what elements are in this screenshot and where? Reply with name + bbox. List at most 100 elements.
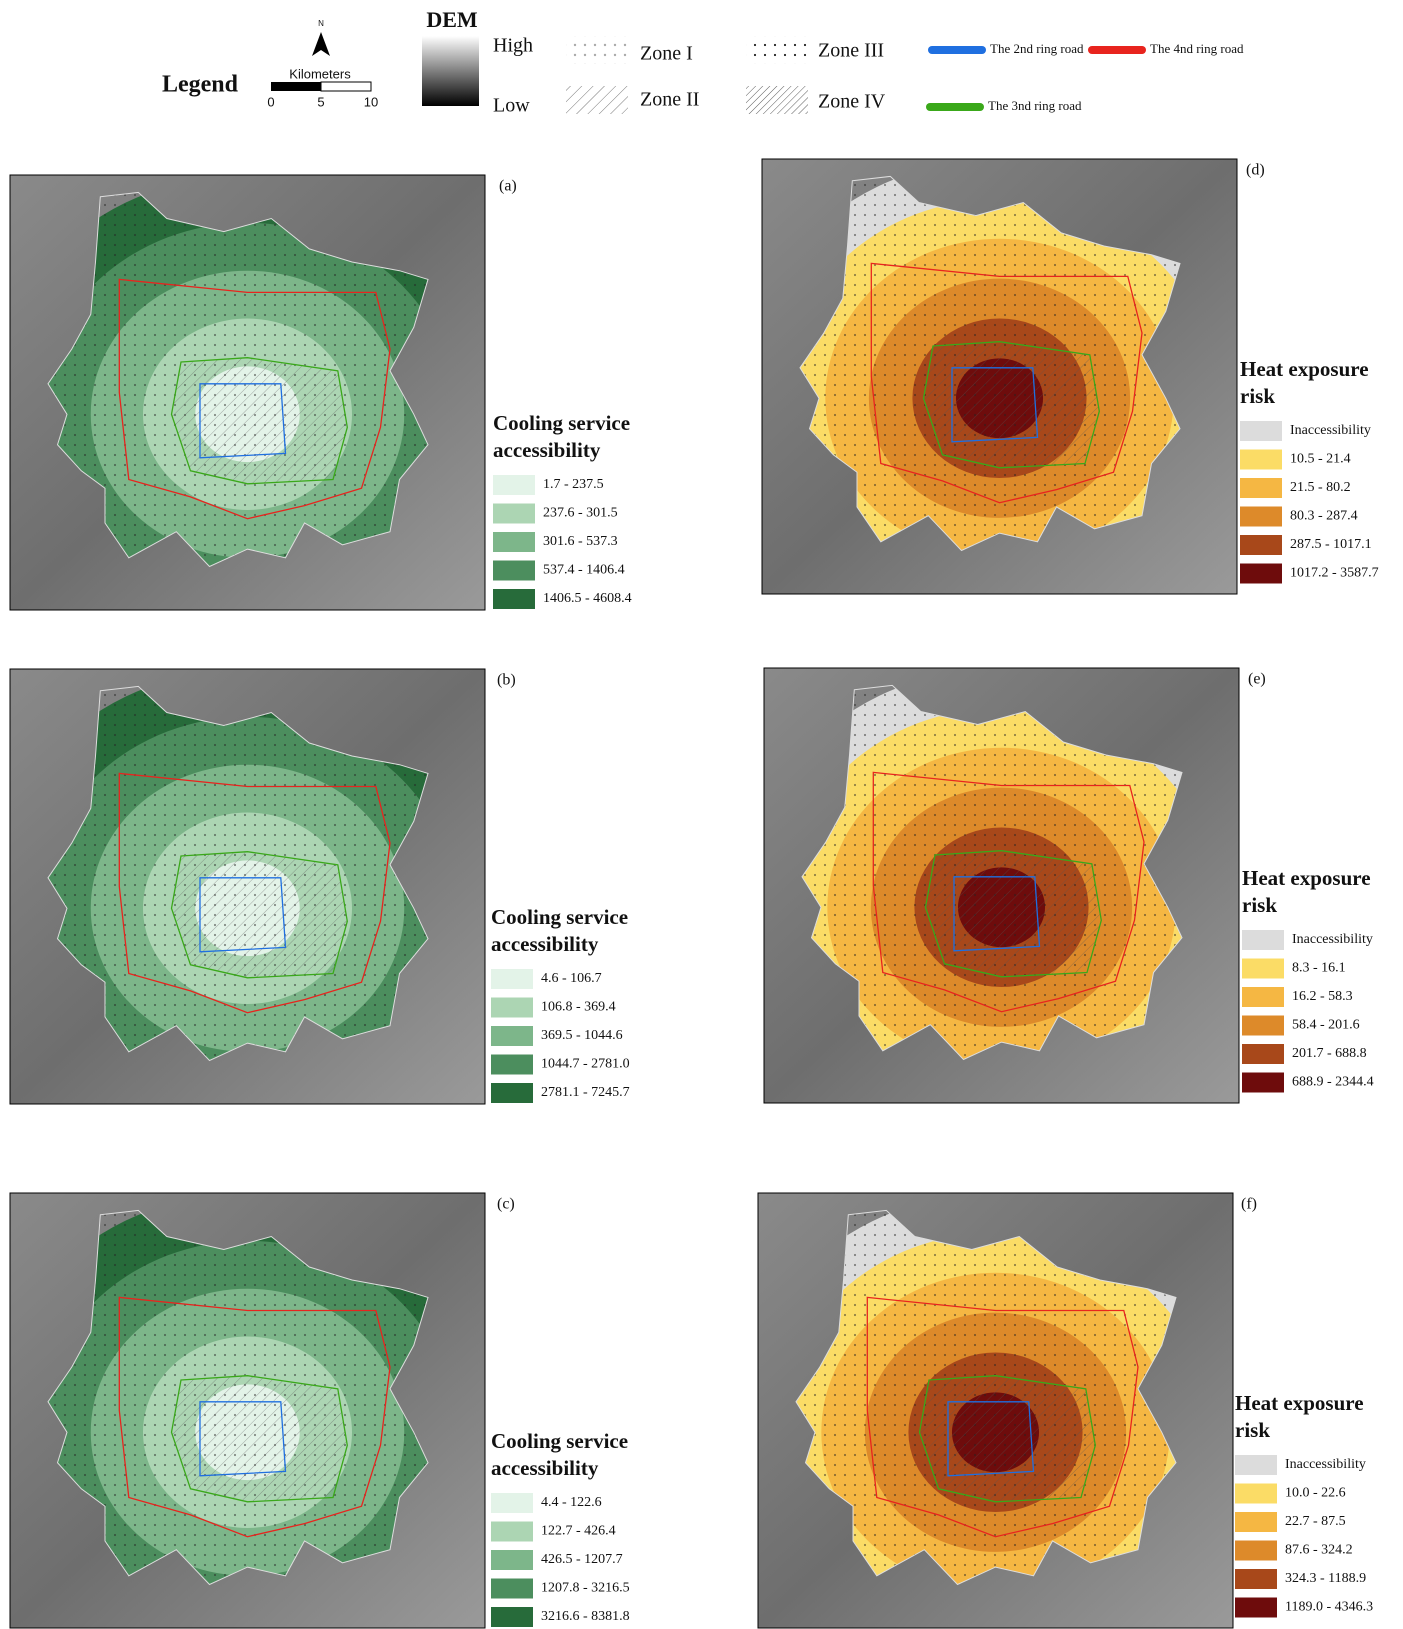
legend-title: Cooling service (493, 411, 630, 435)
panel-label: (b) (497, 672, 516, 689)
zone-swatch (566, 86, 628, 114)
legend-label: 1406.5 - 4608.4 (543, 591, 632, 606)
legend-label: 369.5 - 1044.6 (541, 1028, 623, 1043)
zone-hatch (172, 852, 348, 978)
legend-title: accessibility (491, 932, 599, 956)
zone-hatch (172, 358, 348, 484)
legend-label: 537.4 - 1406.4 (543, 563, 625, 578)
dem-ramp (422, 36, 479, 106)
legend-label: 301.6 - 537.3 (543, 534, 618, 549)
legend-title: risk (1240, 384, 1275, 408)
legend-title: risk (1235, 1418, 1270, 1442)
legend-label: 87.6 - 324.2 (1285, 1543, 1353, 1558)
legend-swatch (1240, 421, 1282, 441)
legend-swatch (1242, 987, 1284, 1007)
legend-swatch (1240, 478, 1282, 498)
legend-swatch (1242, 1073, 1284, 1093)
legend-swatch (491, 1579, 533, 1599)
legend-swatch (1242, 959, 1284, 979)
zone-hatch (924, 342, 1100, 468)
legend-swatch (493, 504, 535, 524)
legend-swatch (493, 589, 535, 609)
legend-label: 1189.0 - 4346.3 (1285, 1600, 1373, 1615)
legend-label: Inaccessibility (1285, 1457, 1366, 1472)
top-legend: Legend N Kilometers 0 5 10 DEM High Low … (162, 7, 886, 117)
legend-swatch (1242, 1016, 1284, 1036)
dem-high: High (493, 35, 533, 57)
legend-swatch (1235, 1541, 1277, 1561)
legend-label: 106.8 - 369.4 (541, 1000, 616, 1015)
map-panel: (b) Cooling service accessibility 4.6 - 106… (0, 669, 630, 1148)
legend-swatch (491, 1055, 533, 1075)
scale-tick: 5 (317, 94, 324, 109)
legend-swatch (1240, 535, 1282, 555)
legend-label: 201.7 - 688.8 (1292, 1046, 1367, 1061)
legend-swatch (1235, 1512, 1277, 1532)
road-label: The 3nd ring road (988, 98, 1082, 113)
legend-swatch (1235, 1455, 1277, 1475)
legend-label: 2781.1 - 7245.7 (541, 1085, 630, 1100)
legend-label: 4.6 - 106.7 (541, 971, 602, 986)
map-panel: (e) Heat exposure risk Inaccessibility 8.3 -… (740, 668, 1373, 1147)
zone-label: Zone III (818, 40, 884, 62)
dem-low: Low (493, 95, 530, 117)
legend-swatch (1242, 1044, 1284, 1064)
legend-title: Legend (162, 72, 239, 98)
legend-label: Inaccessibility (1292, 932, 1373, 947)
legend-label: 1017.2 - 3587.7 (1290, 566, 1379, 581)
legend-title: Heat exposure (1242, 866, 1371, 890)
road-label: The 2nd ring road (990, 41, 1084, 56)
legend-label: 426.5 - 1207.7 (541, 1552, 623, 1567)
map-panel: (d)Heat exposureriskInaccessibility10.5 … (738, 159, 1378, 638)
legend-swatch (493, 532, 535, 552)
panel-label: (f) (1241, 1196, 1257, 1213)
legend-swatch (491, 1522, 533, 1542)
legend-label: 22.7 - 87.5 (1285, 1514, 1346, 1529)
legend-swatch (1240, 450, 1282, 470)
zone-hatch (920, 1376, 1096, 1502)
legend-swatch (491, 998, 533, 1018)
zone-label: Zone II (640, 89, 699, 111)
legend-label: 58.4 - 201.6 (1292, 1018, 1360, 1033)
legend-swatch (491, 1026, 533, 1046)
legend-title: risk (1242, 893, 1277, 917)
scale-bar (321, 82, 371, 91)
zone-label: Zone IV (818, 91, 886, 113)
legend-label: 80.3 - 287.4 (1290, 509, 1358, 524)
legend-label: 10.0 - 22.6 (1285, 1486, 1346, 1501)
legend-swatch (491, 1607, 533, 1627)
legend-label: 1207.8 - 3216.5 (541, 1581, 630, 1596)
scale-unit: Kilometers (289, 66, 351, 81)
legend-label: 8.3 - 16.1 (1292, 961, 1346, 976)
legend-title: Cooling service (491, 1429, 628, 1453)
legend-label: 1.7 - 237.5 (543, 477, 604, 492)
legend-label: 237.6 - 301.5 (543, 506, 618, 521)
legend-title: accessibility (491, 1456, 599, 1480)
zone-hatch (172, 1376, 348, 1502)
zone-swatch (746, 86, 808, 114)
road-label: The 4nd ring road (1150, 41, 1244, 56)
legend-swatch (491, 969, 533, 989)
legend-label: 4.4 - 122.6 (541, 1495, 602, 1510)
zone-swatch (746, 36, 808, 64)
legend-title: Cooling service (491, 905, 628, 929)
legend-label: 122.7 - 426.4 (541, 1524, 616, 1539)
zone-label: Zone I (640, 43, 693, 65)
legend-swatch (491, 1493, 533, 1513)
map-panel: (f)Heat exposureriskInaccessibility10.0 … (734, 1193, 1373, 1629)
panel-label: (e) (1248, 671, 1266, 688)
panel-label: (a) (499, 178, 517, 195)
zone-hatch (926, 851, 1102, 977)
legend-swatch (1240, 507, 1282, 527)
legend-label: 16.2 - 58.3 (1292, 989, 1353, 1004)
legend-swatch (491, 1083, 533, 1103)
legend-label: 3216.6 - 8381.8 (541, 1609, 630, 1624)
legend-swatch (1235, 1569, 1277, 1589)
legend-swatch (1242, 930, 1284, 950)
scale-tick: 0 (267, 94, 274, 109)
legend-label: 21.5 - 80.2 (1290, 480, 1351, 495)
north-arrow (312, 32, 330, 56)
legend-swatch (493, 475, 535, 495)
